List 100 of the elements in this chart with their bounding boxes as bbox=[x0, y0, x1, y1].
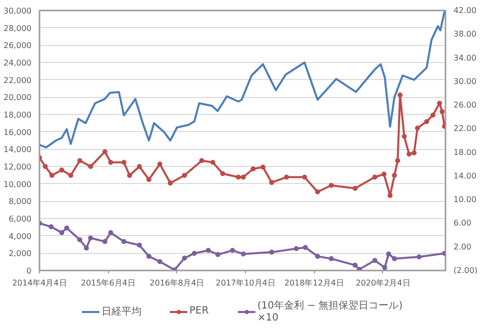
y2-tick-label: 34.00 bbox=[454, 53, 476, 62]
point bbox=[121, 239, 126, 244]
legend-label: PER bbox=[189, 306, 210, 316]
point bbox=[121, 160, 126, 165]
point bbox=[88, 236, 94, 240]
point bbox=[102, 149, 108, 154]
y2-tick-label: 26.00 bbox=[454, 100, 476, 110]
point bbox=[59, 230, 64, 236]
point bbox=[108, 160, 114, 165]
y2-tick-label: 6.00 bbox=[454, 218, 472, 228]
point bbox=[416, 254, 422, 260]
point bbox=[157, 259, 162, 264]
point bbox=[284, 174, 289, 180]
x-tick-label: 2020年2月4日 bbox=[356, 278, 410, 288]
point bbox=[406, 152, 412, 157]
y2-tick-label: 14.00 bbox=[454, 171, 476, 180]
y-tick-label: 10,000 bbox=[4, 180, 32, 189]
point bbox=[136, 242, 142, 248]
point bbox=[250, 166, 256, 172]
point bbox=[210, 160, 216, 165]
y2-tick-label: 10.00 bbox=[454, 195, 476, 204]
y-tick-label: 6,000 bbox=[8, 214, 32, 224]
point bbox=[352, 262, 358, 268]
point bbox=[64, 225, 70, 230]
point bbox=[440, 109, 445, 114]
y2-tick-label: 2.00 bbox=[454, 242, 472, 252]
legend-label: (10年金利 − 無担保翌日コール) ×10 bbox=[257, 299, 403, 324]
point bbox=[315, 254, 320, 259]
point bbox=[182, 172, 187, 178]
y-tick-label: 16,000 bbox=[4, 128, 32, 137]
y2-tick-label: 38.00 bbox=[454, 30, 476, 39]
y-tick-label: 12,000 bbox=[4, 162, 32, 172]
x-tick-label: 2016年8月4日 bbox=[150, 278, 204, 288]
y-tick-label: 28,000 bbox=[4, 24, 32, 33]
point bbox=[42, 164, 48, 169]
point bbox=[182, 256, 187, 261]
y-tick-label: 4,000 bbox=[8, 232, 32, 241]
point bbox=[49, 172, 54, 178]
x-tick-label: 2015年6月4日 bbox=[80, 278, 136, 288]
point bbox=[240, 174, 246, 180]
point bbox=[328, 182, 334, 188]
point bbox=[402, 134, 407, 139]
x-tick-label: 2017年10月4日 bbox=[216, 278, 276, 288]
legend-label: 日経平均 bbox=[101, 305, 142, 318]
x-tick-label: 2018年12月4日 bbox=[284, 278, 344, 288]
point bbox=[269, 180, 274, 185]
point bbox=[88, 164, 94, 169]
point bbox=[84, 246, 89, 251]
point bbox=[68, 172, 74, 178]
point bbox=[168, 180, 173, 186]
point bbox=[157, 162, 162, 167]
point bbox=[424, 119, 430, 124]
y-tick-label: 8,000 bbox=[8, 197, 32, 206]
point bbox=[392, 256, 397, 262]
y-tick-label: 24,000 bbox=[4, 58, 32, 68]
point bbox=[398, 92, 403, 98]
point bbox=[382, 265, 388, 270]
point bbox=[206, 248, 211, 253]
point bbox=[136, 164, 142, 169]
point bbox=[102, 239, 108, 244]
point bbox=[269, 250, 274, 255]
y-tick-label: 18,000 bbox=[4, 110, 32, 120]
point bbox=[240, 251, 246, 256]
point bbox=[352, 186, 358, 191]
line-series bbox=[40, 10, 446, 148]
point bbox=[328, 256, 334, 262]
point bbox=[372, 258, 378, 263]
point bbox=[199, 158, 204, 164]
point bbox=[215, 252, 220, 258]
x-tick-label: 2014年4月4日 bbox=[12, 278, 67, 288]
y2-tick-label: 18.00 bbox=[454, 148, 476, 157]
point bbox=[392, 172, 397, 178]
point bbox=[386, 251, 392, 256]
point bbox=[302, 244, 308, 250]
point bbox=[192, 250, 197, 256]
y2-tick-label: 42.00 bbox=[454, 6, 476, 15]
point bbox=[230, 248, 236, 253]
point bbox=[437, 100, 442, 106]
y-tick-label: 14,000 bbox=[4, 145, 32, 154]
point bbox=[48, 224, 54, 230]
point bbox=[302, 174, 308, 180]
y-tick-label: 30,000 bbox=[4, 6, 32, 16]
point bbox=[414, 126, 420, 131]
point bbox=[356, 266, 362, 270]
y-tick-label: 22,000 bbox=[4, 76, 32, 85]
y-tick-label: 0 bbox=[26, 266, 32, 276]
point bbox=[77, 158, 82, 164]
point bbox=[260, 164, 266, 170]
point bbox=[294, 246, 299, 252]
point bbox=[127, 172, 132, 178]
point bbox=[372, 174, 378, 180]
point bbox=[315, 189, 320, 194]
point bbox=[395, 158, 400, 164]
point bbox=[146, 177, 152, 182]
y2-tick-label: 22.00 bbox=[454, 124, 476, 134]
y2-tick-label: 30.00 bbox=[454, 76, 476, 86]
point bbox=[236, 174, 241, 180]
y2-tick-label: (2.00) bbox=[454, 266, 478, 275]
point bbox=[59, 168, 64, 173]
y-tick-label: 26,000 bbox=[4, 41, 32, 50]
